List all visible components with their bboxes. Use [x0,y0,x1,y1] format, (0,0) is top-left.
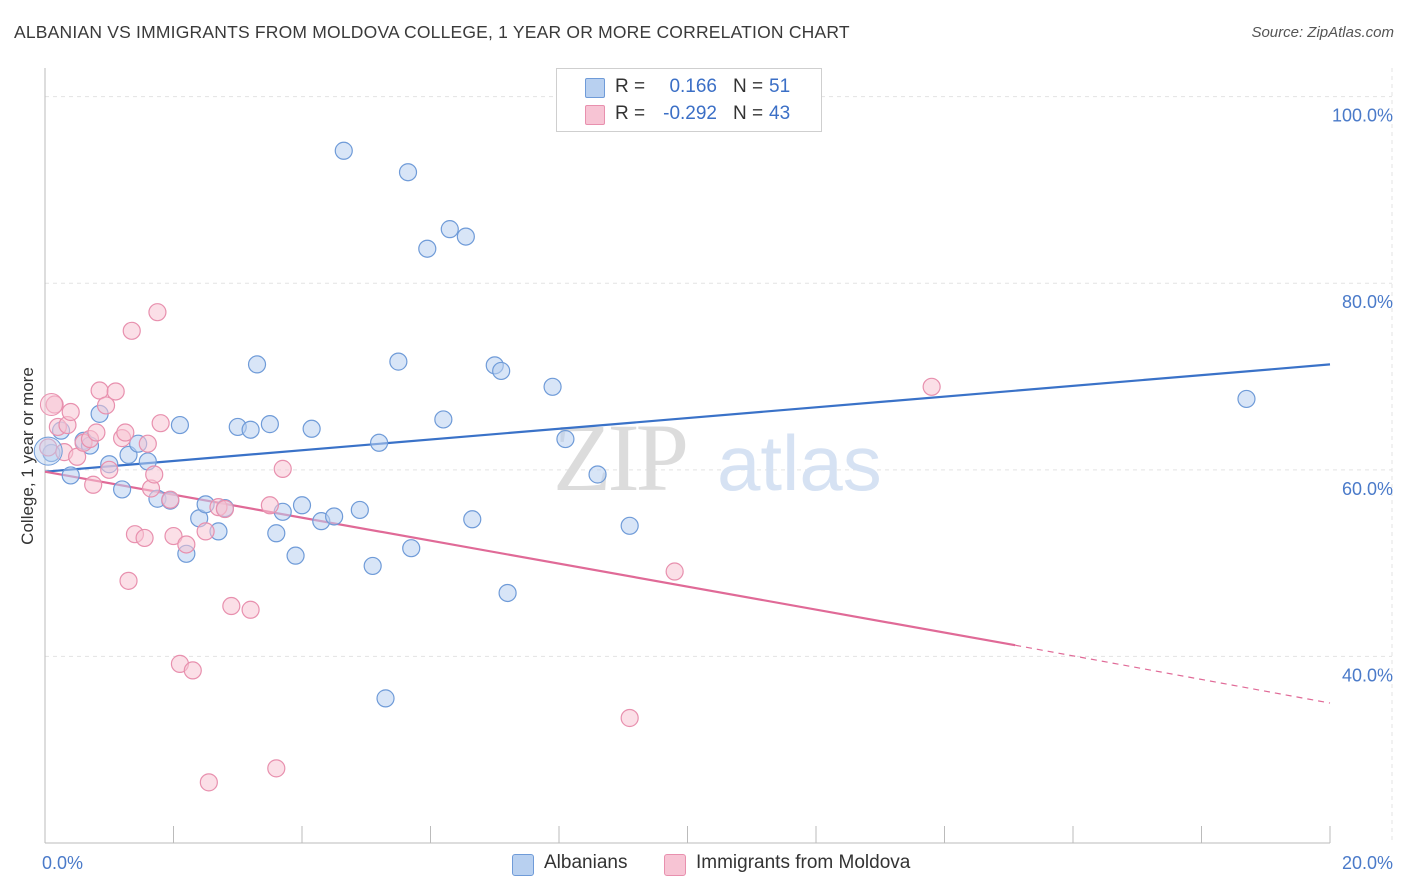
albanians-point [370,433,389,452]
chart-title: ALBANIAN VS IMMIGRANTS FROM MOLDOVA COLL… [14,22,850,42]
albanians-point [389,352,408,371]
albanians-point [498,583,517,603]
legend-n-label: N = [733,76,764,97]
x-tick-label: 0.0% [42,853,83,873]
moldova-point [106,382,125,401]
albanians-point [376,689,395,708]
moldova-point [39,393,63,417]
points-layer [33,141,1256,792]
moldova-point [96,396,116,415]
moldova-point [145,465,164,484]
moldova-point [116,423,135,442]
albanians-point [363,556,382,576]
moldova-point [273,459,292,478]
moldova-point [922,377,941,396]
albanians-point [33,436,63,466]
albanians-point [418,239,437,258]
albanians-point [456,227,475,246]
moldova-point [620,708,639,728]
grid-layer [45,68,1393,843]
albanians-point [267,524,286,543]
albanians-point [325,507,344,526]
watermark-atlas: atlas [717,419,882,507]
series-legend: Albanians Immigrants from Moldova [0,852,1406,876]
legend-n-value: 43 [769,103,791,124]
moldova-point [215,499,234,519]
albanians-point [398,163,418,182]
moldova-point [177,535,196,554]
moldova-point [122,321,141,340]
y-tick-label: 60.0% [1342,479,1393,499]
albanians-point [112,480,132,499]
moldova-point [665,562,684,581]
moldova-point [199,773,218,792]
albanians-point [434,410,453,429]
albanians-point [241,420,260,439]
albanians-point [556,429,575,449]
legend-r-label: R = [615,103,646,124]
chart-source: Source: ZipAtlas.com [1251,24,1394,41]
albanians-point [463,510,482,529]
albanians-point [492,361,511,381]
moldova-point [222,596,241,616]
albanians-point [440,220,459,239]
legend-n-value: 51 [769,76,791,97]
albanians-point [170,415,190,435]
legend-r-label: R = [615,76,646,97]
albanians-point [402,539,421,558]
albanians-point [1237,389,1256,409]
correlation-legend: R = 0.166 N = 51 R = -0.292 N = 43 [556,68,822,132]
moldova-point [148,303,167,322]
x-tick-label: 20.0% [1342,853,1393,873]
albanians-point [260,415,279,434]
moldova-point [183,661,202,680]
watermark-zip: ZIP [553,404,686,511]
watermark: ZIP atlas [553,404,882,511]
y-tick-label: 100.0% [1332,106,1393,126]
legend-label-moldova: Immigrants from Moldova [696,852,911,873]
albanians-point [302,419,321,438]
legend-row-moldova: R = -0.292 N = 43 [557,100,821,128]
albanians-swatch [512,854,534,876]
legend-row-albanians: R = 0.166 N = 51 [557,73,821,101]
albanians-point [61,466,80,485]
albanians-point [286,546,305,565]
albanians-point [620,516,639,535]
albanians-swatch [585,78,605,98]
legend-label-albanians: Albanians [544,852,628,873]
albanians-point [247,355,267,374]
y-axis-title: College, 1 year or more [18,367,37,545]
moldova-point [135,528,154,548]
moldova-point [267,759,286,778]
albanians-point [588,465,607,484]
moldova-point [151,414,170,433]
moldova-swatch [585,105,605,125]
moldova-point [164,526,183,546]
legend-r-value: -0.292 [663,103,717,124]
albanians-point [292,496,312,515]
moldova-point [100,460,119,479]
trend-layer [44,363,1331,704]
moldova-point [260,496,279,515]
moldova-swatch [664,854,686,876]
y-tick-label: 40.0% [1342,665,1393,685]
legend-n-label: N = [733,103,764,124]
moldova-point [196,522,215,541]
moldova-point [241,600,260,619]
moldova-point [84,475,103,494]
albanians-trend-line [44,363,1331,473]
legend-r-value: 0.166 [669,76,717,97]
moldova-point [87,423,106,442]
albanians-point [543,377,562,396]
albanians-point [334,141,353,160]
albanians-point [350,500,369,520]
moldova-point [161,490,180,509]
moldova-point [138,434,157,453]
moldova-point [119,571,138,590]
moldova-trend-extension [1015,644,1331,704]
moldova-point [61,402,80,422]
y-tick-label: 80.0% [1342,292,1393,312]
